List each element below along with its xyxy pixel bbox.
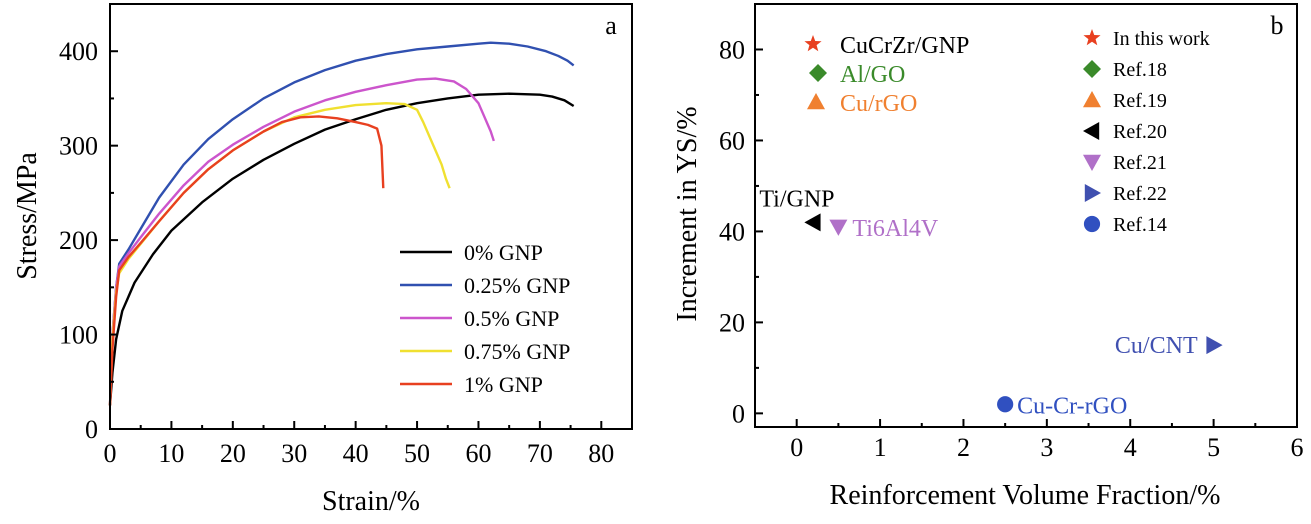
data-point-cu-cnt xyxy=(1206,336,1223,355)
series-line-0-gnp xyxy=(108,92,575,406)
data-point-cu-cr-rgo xyxy=(997,396,1014,413)
legend-marker-ref-22 xyxy=(1084,184,1101,202)
series-line-0-25-gnp xyxy=(108,41,575,406)
y-axis-a: 0 100 200 300 400 xyxy=(59,37,118,444)
x-tick-label-a: 40 xyxy=(343,439,369,468)
legend-marker-ref-21 xyxy=(1083,154,1101,171)
series-line-0-5-gnp xyxy=(108,77,495,406)
legend-label-ref-20: Ref.20 xyxy=(1113,121,1167,143)
x-tick-label-b: 4 xyxy=(1124,433,1137,462)
legend-label-0-75-gnp: 0.75% GNP xyxy=(464,339,570,364)
x-axis-title-a: Strain/% xyxy=(322,486,420,517)
y-tick-label-a: 0 xyxy=(85,415,98,444)
plot-frame-a xyxy=(109,3,633,430)
x-tick-label-b: 0 xyxy=(790,433,803,462)
legend-label-0-gnp: 0% GNP xyxy=(464,240,543,265)
x-tick-label-a: 0 xyxy=(104,439,117,468)
x-tick-label-a: 70 xyxy=(527,439,553,468)
plot-frame-b xyxy=(754,3,1298,428)
inline-label-al-go: Al/GO xyxy=(840,62,905,88)
legend-label-1-gnp: 1% GNP xyxy=(464,372,543,397)
scatter-labels: Ti/GNP Ti6Al4V Cu/CNT Cu-Cr-rGO CuCrZr/GNP Al… xyxy=(759,33,1198,419)
legend-label-ref-14: Ref.14 xyxy=(1113,214,1167,236)
data-point-ti-gnp xyxy=(804,213,821,232)
point-label-ti-gnp: Ti/GNP xyxy=(759,186,834,212)
series-line-1-gnp xyxy=(108,115,385,406)
legend-label-in-this-work: In this work xyxy=(1113,28,1210,50)
legend-label-ref-18: Ref.18 xyxy=(1113,59,1167,81)
x-tick-label-a: 10 xyxy=(158,439,184,468)
y-axis-title-b: Increment in YS/% xyxy=(672,106,703,321)
x-tick-label-b: 1 xyxy=(874,433,887,462)
point-label-cu-cnt: Cu/CNT xyxy=(1115,333,1198,359)
point-label-cu-cr-rgo: Cu-Cr-rGO xyxy=(1017,393,1127,419)
x-tick-label-b: 3 xyxy=(1040,433,1053,462)
legend-label-ref-22: Ref.22 xyxy=(1113,183,1167,205)
y-axis-b: 0 20 40 60 80 xyxy=(719,35,763,428)
x-tick-label-b: 6 xyxy=(1291,433,1304,462)
y-axis-title-a: Stress/MPa xyxy=(12,152,43,280)
inline-marker-al-go xyxy=(809,64,827,82)
panel-label-b: b xyxy=(1271,11,1284,40)
inline-marker-cucrzr-gnp xyxy=(804,35,822,52)
series-line-0-75-gnp xyxy=(108,101,451,406)
x-tick-label-a: 20 xyxy=(220,439,246,468)
y-tick-label-a: 200 xyxy=(59,226,98,255)
legend-marker-ref-18 xyxy=(1083,60,1101,78)
stress-strain-series xyxy=(108,41,575,406)
y-tick-label-a: 100 xyxy=(59,321,98,350)
x-tick-label-b: 2 xyxy=(957,433,970,462)
scatter-points xyxy=(804,213,1223,413)
x-tick-label-a: 80 xyxy=(588,439,614,468)
y-tick-label-a: 400 xyxy=(59,37,98,66)
x-axis-title-b: Reinforcement Volume Fraction/% xyxy=(830,480,1221,511)
x-axis-b: 0 1 2 3 4 5 6 xyxy=(790,419,1304,462)
y-tick-label-b: 60 xyxy=(719,126,745,155)
y-tick-label-b: 20 xyxy=(719,308,745,337)
legend-label-0-25-gnp: 0.25% GNP xyxy=(464,273,570,298)
data-point-ti6al4v xyxy=(829,219,848,236)
inline-label-cu-rgo: Cu/rGO xyxy=(840,91,917,117)
stress-strain-chart: 0 10 20 30 40 50 60 70 80 0 100 200 300 400 a Strain… xyxy=(12,3,633,517)
legend-label-ref-21: Ref.21 xyxy=(1113,152,1167,174)
x-tick-label-a: 50 xyxy=(404,439,430,468)
yield-strength-chart: 0 1 2 3 4 5 6 0 20 40 60 80 Ti/GNP Ti6Al4V Cu/CNT Cu-… xyxy=(672,3,1304,511)
y-tick-label-b: 80 xyxy=(719,35,745,64)
inline-marker-cu-rgo xyxy=(807,93,825,110)
legend-marker-in-this-work xyxy=(1083,29,1101,46)
legend-b: In this work Ref.18 Ref.19 Ref.20 Ref.21 Ref.… xyxy=(1083,28,1210,236)
y-tick-label-a: 300 xyxy=(59,132,98,161)
x-tick-label-a: 30 xyxy=(281,439,307,468)
x-tick-label-b: 5 xyxy=(1207,433,1220,462)
legend-label-0-5-gnp: 0.5% GNP xyxy=(464,306,559,331)
legend-label-ref-19: Ref.19 xyxy=(1113,90,1167,112)
legend-marker-ref-14 xyxy=(1083,215,1101,233)
panel-label-a: a xyxy=(605,11,617,40)
legend-marker-ref-20 xyxy=(1083,122,1100,140)
y-tick-label-b: 0 xyxy=(732,399,745,428)
legend-a: 0% GNP 0.25% GNP 0.5% GNP 0.75% GNP 1% GNP xyxy=(400,240,570,397)
point-label-ti6al4v: Ti6Al4V xyxy=(852,216,938,242)
x-axis-a: 0 10 20 30 40 50 60 70 80 xyxy=(104,421,614,468)
x-tick-label-a: 60 xyxy=(465,439,491,468)
legend-marker-ref-19 xyxy=(1083,91,1101,108)
y-tick-label-b: 40 xyxy=(719,217,745,246)
inline-label-cucrzr-gnp: CuCrZr/GNP xyxy=(840,33,969,59)
